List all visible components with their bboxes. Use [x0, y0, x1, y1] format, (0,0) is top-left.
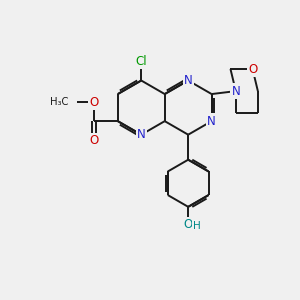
Text: N: N [231, 85, 240, 98]
Text: O: O [90, 134, 99, 147]
Text: N: N [137, 128, 146, 141]
Text: N: N [184, 74, 193, 87]
Text: H₃C: H₃C [50, 97, 68, 107]
Text: O: O [90, 95, 99, 109]
Text: Cl: Cl [136, 55, 147, 68]
Text: N: N [207, 115, 216, 128]
Text: O: O [184, 218, 193, 231]
Text: H: H [193, 221, 200, 231]
Text: O: O [248, 62, 257, 76]
